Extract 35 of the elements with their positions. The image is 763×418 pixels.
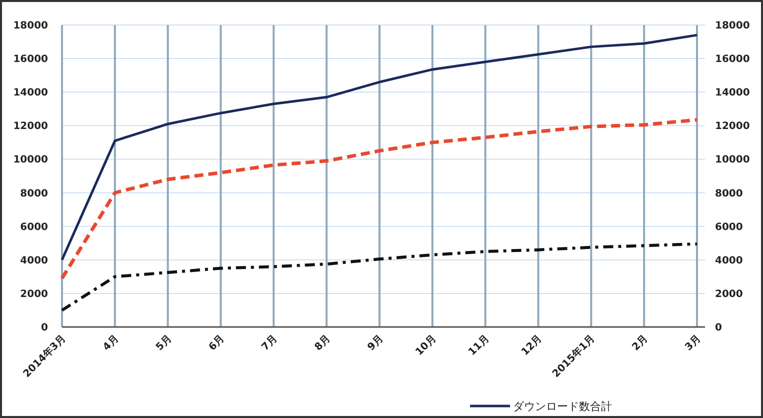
y2-tick-label: 16000 bbox=[715, 54, 750, 66]
y-tick-label: 18000 bbox=[13, 20, 48, 32]
x-tick-label: 4月 bbox=[101, 333, 122, 354]
line-series bbox=[60, 118, 699, 280]
y-tick-label: 2000 bbox=[20, 288, 48, 300]
y2-tick-label: 10000 bbox=[715, 154, 750, 166]
line-series bbox=[60, 34, 698, 262]
y2-tick-label: 6000 bbox=[715, 222, 743, 233]
legend-label: ダウンロード数合計 bbox=[513, 400, 612, 413]
y2-tick-label: 12000 bbox=[715, 121, 750, 132]
y-tick-label: 6000 bbox=[20, 222, 48, 233]
x-tick-label: 2月 bbox=[630, 333, 650, 354]
x-tick-label: 10月 bbox=[414, 333, 439, 358]
y-tick-label: 10000 bbox=[13, 154, 48, 166]
x-tick-label: 8月 bbox=[312, 333, 333, 354]
y-tick-label: 12000 bbox=[13, 121, 48, 132]
y2-tick-label: 18000 bbox=[715, 20, 750, 32]
x-tick-label: 5月 bbox=[154, 333, 174, 354]
y2-tick-label: 14000 bbox=[715, 88, 750, 99]
x-tick-label: 6月 bbox=[207, 333, 227, 354]
y2-tick-label: 2000 bbox=[715, 288, 743, 300]
x-tick-label: 11月 bbox=[466, 333, 492, 358]
y2-tick-label: 4000 bbox=[715, 255, 743, 266]
x-tick-label: 12月 bbox=[520, 333, 544, 358]
y-tick-label: 16000 bbox=[13, 54, 48, 66]
y2-tick-label: 8000 bbox=[715, 188, 743, 200]
y-tick-label: 4000 bbox=[20, 255, 48, 266]
y-tick-label: 14000 bbox=[13, 88, 48, 99]
y-tick-label: 8000 bbox=[20, 188, 48, 200]
y2-tick-label: 0 bbox=[715, 322, 722, 334]
x-tick-label: 3月 bbox=[683, 333, 704, 354]
y-tick-label: 0 bbox=[41, 322, 48, 334]
x-tick-label: 9月 bbox=[366, 333, 386, 354]
x-tick-label: 7月 bbox=[260, 333, 280, 354]
line-series bbox=[60, 242, 698, 312]
